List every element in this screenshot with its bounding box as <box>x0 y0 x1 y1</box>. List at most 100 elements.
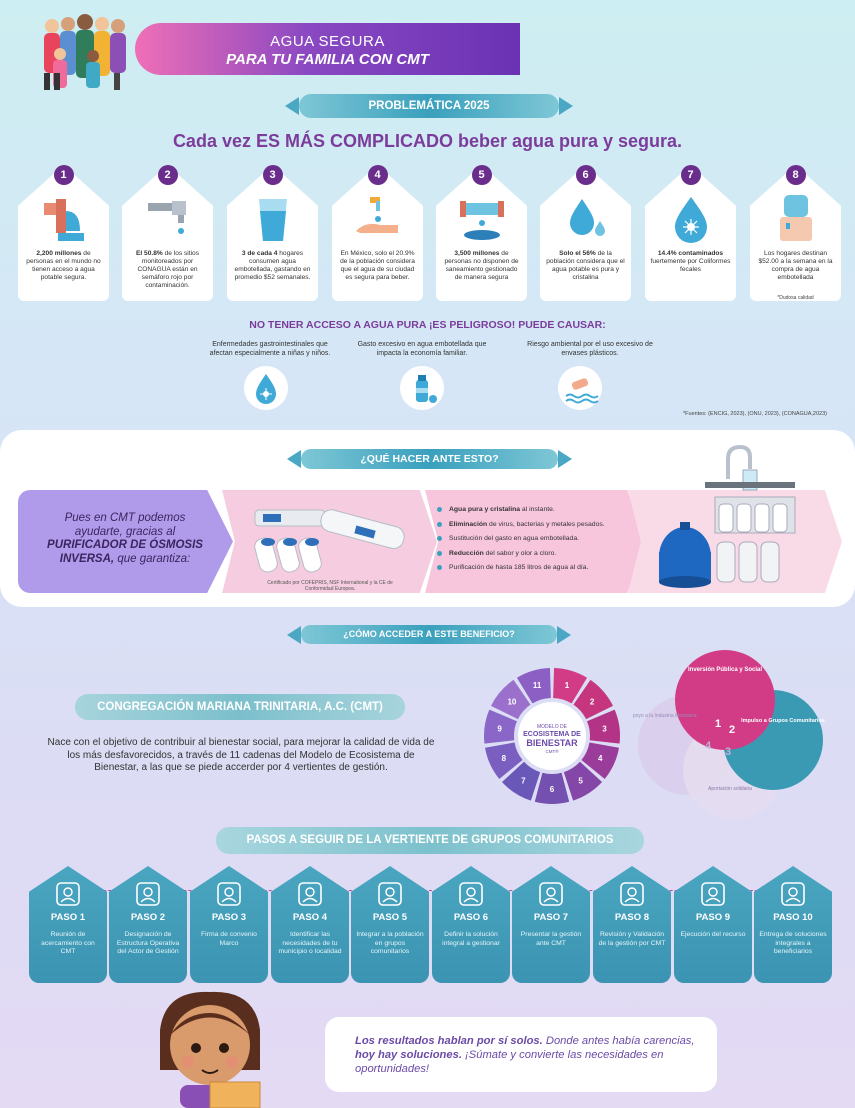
closing-text-2: ¡Súmate y convierte las necesidades en o… <box>355 1049 664 1075</box>
execute-icon <box>701 882 725 906</box>
step-card: PASO 6 Definir la solución integral a ges… <box>432 866 510 983</box>
acceder-label: ¿CÓMO ACCEDER A ESTE BENEFICIO? <box>343 629 515 639</box>
step-title: PASO 10 <box>773 912 813 923</box>
benefit-item: Agua pura y cristalina al instante. <box>437 506 637 513</box>
stat-bold: Solo el 56% <box>559 250 596 257</box>
stat-text: El 50.8% de los sitios monitoreados por … <box>127 250 208 290</box>
benefit-bold: Eliminación <box>449 520 488 528</box>
stat-body: de los sitios monitoreados por CONAGUA e… <box>137 250 200 289</box>
venn-1-title: Inversión Pública y Social <box>688 667 762 673</box>
stat-bold: 2,200 millones <box>36 250 82 257</box>
step-card: PASO 1 Reunión de acercamiento con CMT <box>29 866 107 983</box>
step-title: PASO 4 <box>292 912 328 923</box>
benefit-text: al instante. <box>520 506 555 513</box>
plastic-waste-icon <box>558 366 602 410</box>
hand-water-icon <box>355 197 398 233</box>
stat-body: de la población considera que el agua po… <box>546 250 625 281</box>
wheel-segment <box>563 761 603 801</box>
step-description: Entrega de soluciones integrales a benef… <box>759 931 827 955</box>
wheel-segment-number: 2 <box>590 697 595 706</box>
stat-body: de personas no disponen de saneamiento g… <box>444 250 519 281</box>
step-description: Integrar a la población en grupos comuni… <box>356 931 424 955</box>
wheel-segment <box>485 742 523 779</box>
step-card: PASO 7 Presentar la gestión ante CMT <box>512 866 590 983</box>
wheel-center-line-2: ECOSISTEMA DE <box>523 731 581 738</box>
filter-cartridges-image <box>254 509 405 573</box>
closing-bold-2: hoy hay soluciones. <box>355 1049 462 1061</box>
wheel-segment-number: 5 <box>578 777 583 786</box>
step-description: Identificar las necesidades de tu munici… <box>278 931 342 955</box>
step-description: Ejecución del recurso <box>680 931 746 938</box>
present-icon <box>539 882 563 906</box>
wheel-segment <box>534 772 570 804</box>
step-card: PASO 4 Identificar las necesidades de tu … <box>271 866 349 983</box>
family-illustration <box>44 14 126 90</box>
title-line-2: PARA TU FAMILIA CON CMT <box>226 51 429 68</box>
problematica-label: PROBLEMÁTICA 2025 <box>368 100 490 112</box>
stat-bold: El 50.8% <box>135 250 163 257</box>
step-description: Revisión y Validación de la gestión por … <box>598 931 666 947</box>
wheel-segment-number: 9 <box>497 724 502 733</box>
bacteria-drop-icon <box>244 366 288 410</box>
stat-number-badge: 3 <box>262 165 283 185</box>
stat-number-badge: 2 <box>157 165 178 185</box>
glass-icon <box>258 199 287 241</box>
cmt-intro-1: Pues en CMT podemos ayudarte, gracias al <box>64 512 186 538</box>
stat-footnote: *Dudosa calidad <box>777 295 814 301</box>
delivery-icon <box>781 882 805 906</box>
cmt-intro-chevron <box>18 490 233 593</box>
step-title: PASO 3 <box>211 912 247 923</box>
venn-4-num: 4 <box>705 740 712 752</box>
stat-card: 4 En México, solo el 20.9% de la població… <box>332 165 423 305</box>
contract-icon <box>217 882 241 906</box>
closing-bold-1: Los resultados hablan por sí solos. <box>355 1035 543 1047</box>
benefit-text: Purificación de hasta 185 litros de agua… <box>449 564 589 571</box>
stat-bold: 3,500 millones <box>454 250 500 257</box>
certification-note: Certificado por COFEPRIS, NSF Internatio… <box>267 580 393 592</box>
stat-text: Solo el 56% de la población considera qu… <box>545 250 626 282</box>
wheel-segment <box>553 668 588 704</box>
title-banner: AGUA SEGURA PARA TU FAMILIA CON CMT <box>135 23 520 75</box>
step-card: PASO 9 Ejecución del recurso <box>674 866 752 983</box>
title-line-1: AGUA SEGURA <box>270 33 385 50</box>
drops-icon <box>569 199 605 236</box>
group-icon <box>378 882 402 906</box>
wheel-segment-number: 1 <box>565 681 570 690</box>
step-title: PASO 7 <box>533 912 569 923</box>
cmt-intro-bold: PURIFICADOR DE ÓSMOSIS INVERSA, <box>47 539 203 565</box>
wheel-segment <box>491 679 531 720</box>
stat-card: 1 2,200 millones de personas en el mundo … <box>18 165 109 305</box>
faucet-icon <box>147 201 186 234</box>
venn-1-num: 1 <box>715 718 721 730</box>
wheel-segment-number: 4 <box>598 754 603 763</box>
wheel-segment-number: 3 <box>602 724 607 733</box>
step-title: PASO 2 <box>130 912 166 923</box>
stat-number-badge: 8 <box>785 165 806 185</box>
meeting-icon <box>56 882 80 906</box>
wheel-segment <box>581 742 619 779</box>
venn-2-num: 2 <box>729 724 735 736</box>
stat-body: Los hogares destinan $52.00 a la semana … <box>758 250 833 281</box>
wheel-segment-number: 8 <box>502 754 507 763</box>
org-name: CONGREGACIÓN MARIANA TRINITARIA, A.C. (C… <box>97 701 383 713</box>
venn-4-title: Apoyo a la Industria Mexicana <box>633 713 697 719</box>
stat-number-badge: 4 <box>367 165 388 185</box>
wheel-segment-number: 6 <box>550 785 555 794</box>
stat-body: fuertemente por Coliformes fecales <box>650 258 731 273</box>
water-jug-icon <box>779 195 812 241</box>
venn-3-title: Aportación solidaria <box>708 786 752 792</box>
ecosystem-wheel: 1 2 3 4 5 6 7 8 9 10 11 MODELO DE ECOSISTEMA DE BI… <box>484 668 620 804</box>
venn-3-num: 3 <box>725 746 731 758</box>
stat-text: 3,500 millones de personas no disponen d… <box>441 250 522 282</box>
pipes-icon <box>459 201 504 240</box>
stat-body: hogares consumen agua embotellada, gasta… <box>234 250 311 281</box>
problematica-headline: Cada vez ES MÁS COMPLICADO beber agua pu… <box>172 131 683 151</box>
stat-text: 3 de cada 4 hogares consumen agua embote… <box>232 250 313 282</box>
acceder-header: ¿CÓMO ACCEDER A ESTE BENEFICIO? <box>301 625 557 644</box>
stat-card: 3 3 de cada 4 hogares consumen agua embot… <box>227 165 318 305</box>
wheel-segment-number: 11 <box>533 681 542 690</box>
benefits-chevron <box>425 490 645 593</box>
wheel-segment-number: 10 <box>507 697 516 706</box>
stat-number-badge: 1 <box>53 165 74 185</box>
stat-number-badge: 6 <box>575 165 596 185</box>
